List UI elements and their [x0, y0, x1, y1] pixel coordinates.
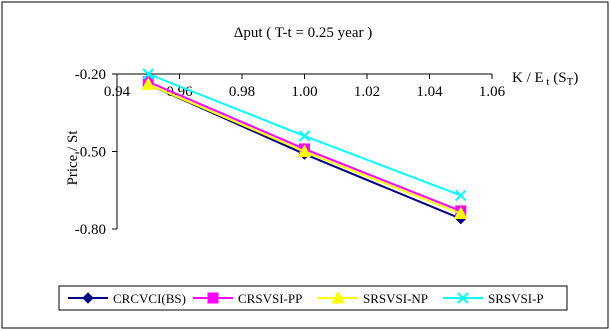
legend-marker — [82, 292, 94, 304]
y-tick-label: -0.50 — [75, 145, 106, 161]
legend-label: SRSVSI-NP — [363, 291, 428, 306]
series-layer — [141, 68, 468, 225]
chart-title: Δput ( T-t = 0.25 year ) — [234, 25, 373, 41]
legend: CRCVCI(BS) CRSVSI-PP SRSVSI-NP SRSVSI-P — [68, 290, 544, 306]
legend-label: SRSVSI-P — [488, 291, 544, 306]
data-point — [455, 189, 467, 202]
x-tick-label: 1.06 — [479, 84, 506, 100]
legend-item-2: SRSVSI-NP — [318, 290, 428, 306]
data-point-stroke-b — [142, 68, 154, 80]
series-2 — [141, 77, 468, 219]
y-tick-label: -0.80 — [75, 222, 106, 238]
data-point-stroke-b — [455, 189, 467, 202]
legend-marker — [331, 290, 345, 304]
x-tick-label: 1.00 — [291, 84, 317, 100]
x-tick-label: 1.02 — [354, 84, 380, 100]
data-point — [297, 144, 312, 157]
legend-marker — [207, 292, 219, 304]
legend-marker-stroke-b — [457, 292, 469, 304]
legend-item-0: CRCVCI(BS) — [68, 291, 186, 306]
legend-label: CRSVSI-PP — [238, 291, 302, 306]
y-axis-title: Price / St — [65, 130, 81, 186]
data-point-stroke-b — [298, 130, 311, 142]
series-3 — [142, 68, 467, 202]
x-tick-label: 0.98 — [229, 84, 255, 100]
legend-label: CRCVCI(BS) — [113, 291, 186, 306]
x-axis-title: K / E t (ST) — [512, 70, 578, 88]
x-tick-label: 0.94 — [104, 84, 131, 100]
legend-marker — [457, 292, 469, 304]
data-point — [298, 130, 311, 142]
y-tick-label: -0.20 — [75, 67, 106, 83]
data-point — [141, 77, 156, 90]
legend-item-1: CRSVSI-PP — [193, 291, 302, 306]
data-point — [453, 206, 468, 219]
data-point — [142, 68, 154, 80]
legend-item-3: SRSVSI-P — [443, 291, 544, 306]
x-tick-label: 1.04 — [416, 84, 443, 100]
